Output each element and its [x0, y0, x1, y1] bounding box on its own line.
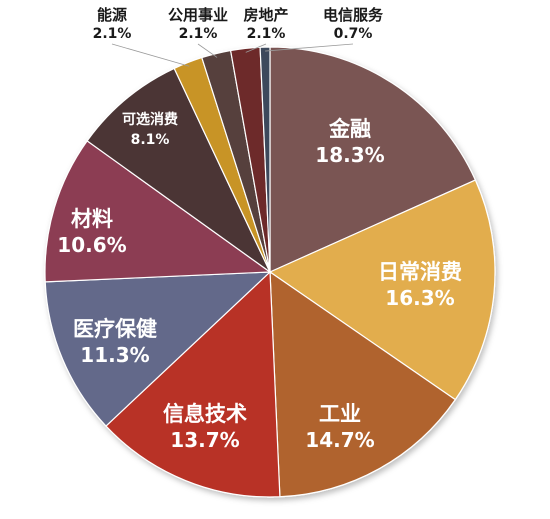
leader-lines	[111, 43, 354, 67]
slice-label-name-1: 金融	[328, 117, 371, 141]
slice-label-name-5: 医疗保健	[73, 317, 157, 341]
slice-label-name-11: 电信服务	[323, 6, 384, 24]
pie-slice-6	[44, 140, 272, 283]
slice-label-name-7: 可选消费	[122, 111, 178, 128]
leader-line-11	[265, 43, 354, 52]
slice-label-name-8: 能源	[97, 6, 127, 24]
pie-slice-4	[105, 270, 281, 498]
slice-label-name-6: 材料	[71, 207, 113, 231]
slice-label-value-11: 0.7%	[334, 26, 373, 42]
leader-line-9	[197, 43, 218, 58]
slice-label-value-4: 13.7%	[170, 428, 239, 452]
slice-label-value-2: 16.3%	[385, 286, 454, 310]
slice-label-name-3: 工业	[319, 402, 361, 426]
pie-slice-3	[269, 270, 457, 498]
slice-label-name-2: 日常消费	[378, 260, 462, 284]
slice-label-name-9: 公用事业	[168, 6, 228, 24]
slice-label-value-3: 14.7%	[305, 428, 374, 452]
slice-label-value-8: 2.1%	[93, 26, 132, 42]
slice-label-name-4: 信息技术	[163, 402, 247, 426]
pie-slice-2	[268, 179, 496, 401]
slice-label-value-7: 8.1%	[131, 132, 170, 148]
slice-label-value-6: 10.6%	[57, 233, 126, 257]
leader-line-8	[111, 43, 190, 67]
pie-slices	[44, 46, 496, 498]
slice-label-value-1: 18.3%	[315, 143, 384, 167]
slice-label-value-9: 2.1%	[179, 26, 218, 42]
slice-label-name-10: 房地产	[243, 6, 288, 24]
pie-slice-11	[259, 46, 271, 273]
slice-label-value-10: 2.1%	[247, 26, 286, 42]
pie-slice-5	[44, 271, 272, 427]
slice-label-value-5: 11.3%	[80, 343, 149, 367]
leader-line-10	[245, 43, 267, 53]
pie-slice-7	[86, 67, 272, 274]
